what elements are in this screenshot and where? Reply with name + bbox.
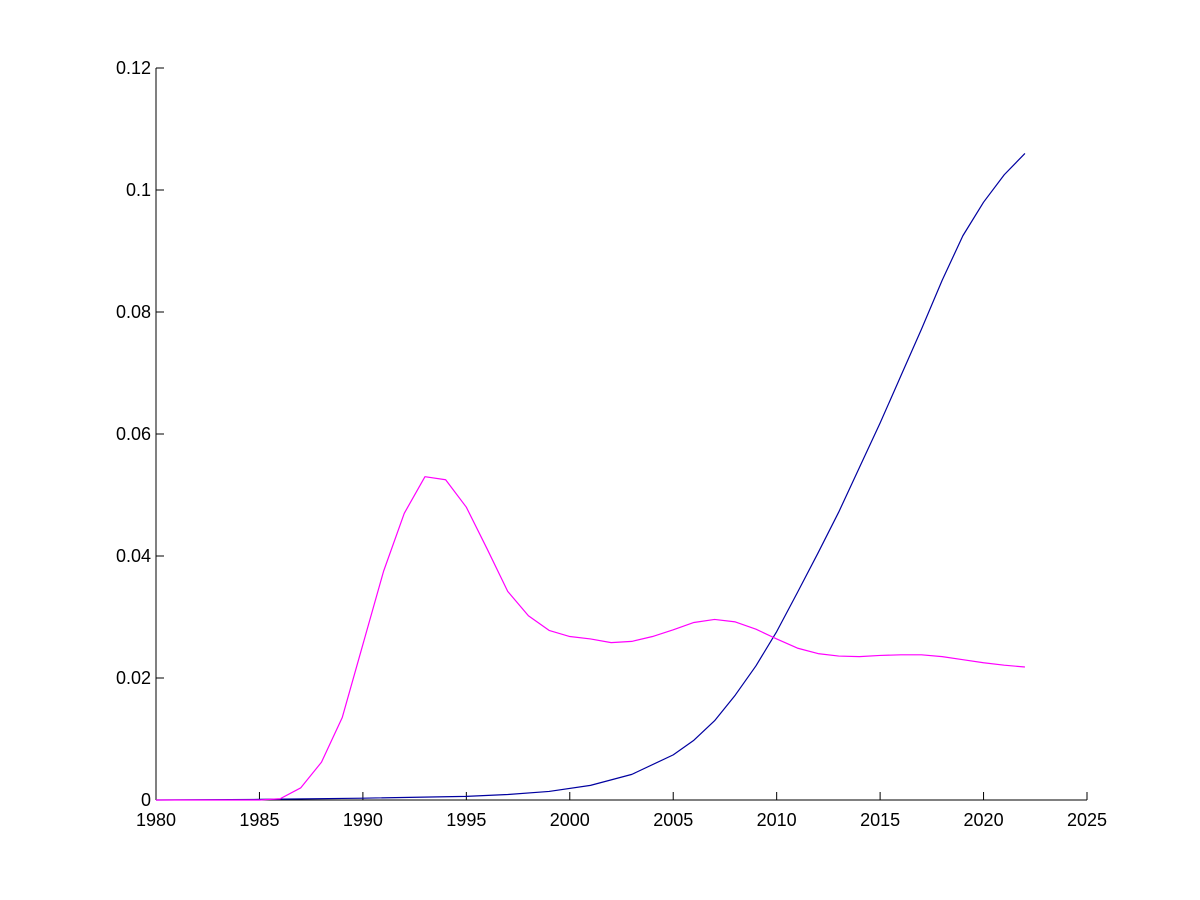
y-tick-label: 0 <box>141 790 151 810</box>
x-tick-label: 1985 <box>239 810 279 830</box>
series-line-2 <box>156 476 1025 801</box>
x-tick-label: 2020 <box>964 810 1004 830</box>
y-tick-label: 0.1 <box>126 180 151 200</box>
series-lines <box>155 152 1026 801</box>
axes <box>155 68 1087 801</box>
x-tick-label: 1980 <box>136 810 176 830</box>
y-tick-label: 0.06 <box>116 424 151 444</box>
x-tick-label: 2005 <box>653 810 693 830</box>
x-tick-label: 2025 <box>1067 810 1107 830</box>
x-tick-label: 2015 <box>860 810 900 830</box>
x-tick-label: 2010 <box>757 810 797 830</box>
y-tick-label: 0.12 <box>116 58 151 78</box>
y-tick-label: 0.02 <box>116 668 151 688</box>
y-tick-label: 0.08 <box>116 302 151 322</box>
x-tick-label: 1995 <box>446 810 486 830</box>
x-tick-label: 2000 <box>550 810 590 830</box>
x-ticks: 1980 1985 1990 1995 2000 2005 2010 2015 2020 2025 <box>136 792 1107 830</box>
x-tick-label: 1990 <box>343 810 383 830</box>
series-line-1 <box>155 152 1026 801</box>
y-ticks: 0 0.02 0.04 0.06 0.08 0.1 0.12 <box>116 58 164 810</box>
y-tick-label: 0.04 <box>116 546 151 566</box>
